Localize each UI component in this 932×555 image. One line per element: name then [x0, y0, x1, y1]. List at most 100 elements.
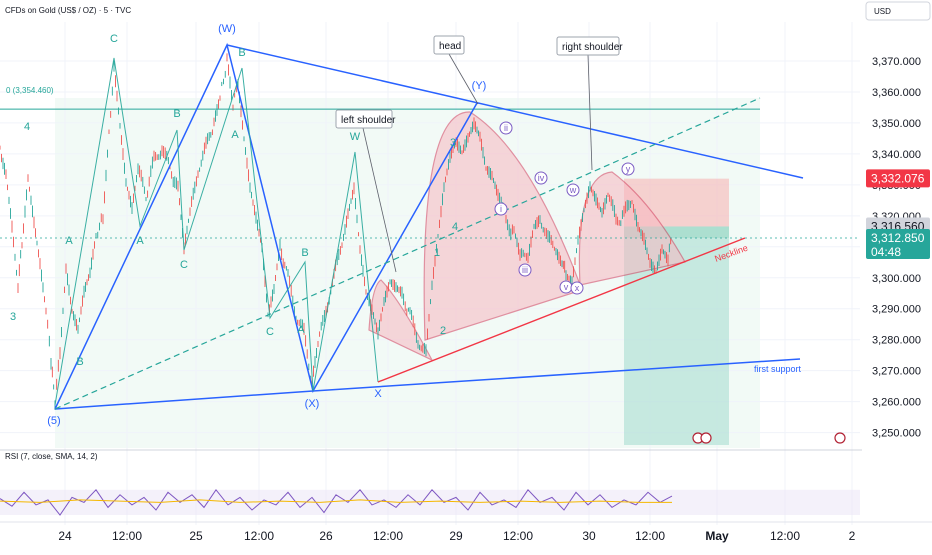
price-axis-bg	[862, 0, 932, 550]
wave-label-green: C	[180, 259, 188, 271]
wave-label-ring	[534, 171, 548, 185]
wave-label-green: A	[231, 129, 239, 141]
wave-label-green: A	[297, 324, 305, 336]
right-shoulder-pointer	[587, 54, 593, 171]
dashed-trend-line	[54, 97, 761, 410]
wave-label-green: C	[110, 33, 118, 45]
rsi-sma-line	[0, 499, 672, 503]
price-badge	[866, 169, 930, 188]
wave-label-purple: ii	[504, 123, 508, 133]
price-tick-label: 3,350.000	[872, 118, 921, 130]
wave-label-green: B	[173, 108, 180, 120]
first-support-label: first support	[754, 364, 802, 374]
take-profit-zone	[624, 237, 729, 445]
head-shape	[423, 111, 583, 341]
time-tick-label: 12:00	[770, 529, 800, 543]
left-shoulder-callout: left shoulder	[341, 115, 396, 126]
time-tick-label: 24	[58, 529, 72, 543]
head-callout-box	[433, 35, 465, 55]
rsi-panel: 100.0055.5065.1756.00	[0, 445, 932, 517]
wave-label-green: 4	[24, 121, 30, 133]
price-tick-label: 3,280.000	[872, 335, 921, 347]
head-pointer	[448, 53, 479, 105]
symbol-title: CFDs on Gold (US$ / OZ) · 5 · TVC	[5, 6, 131, 15]
rsi-title: RSI (7, close, SMA, 14, 2)	[5, 452, 98, 461]
head-callout: head	[439, 41, 461, 52]
wave-label-green: B	[238, 47, 245, 59]
price-tick-label: 3,290.000	[872, 304, 921, 316]
time-tick-label: 30	[582, 529, 596, 543]
wave-label-green: 3	[450, 137, 456, 149]
wave-label-purple: iii	[522, 265, 528, 275]
wave-label-purple: i	[500, 204, 502, 214]
left-shoulder-callout-box	[335, 109, 393, 129]
wave-label-purple: iv	[538, 173, 545, 183]
wave-label-green: W	[350, 131, 361, 143]
time-tick-label: 25	[189, 529, 203, 543]
wave-label-green: B	[76, 356, 83, 368]
right-shoulder-callout: right shoulder	[562, 42, 623, 53]
time-tick-label: 12:00	[635, 529, 665, 543]
price-tick-label: 3,270.000	[872, 366, 921, 378]
price-tick-label: 3,360.000	[872, 87, 921, 99]
price-badge	[866, 228, 930, 259]
wave-label-green: 3	[10, 311, 16, 323]
structure-line	[226, 44, 804, 179]
structure-line	[54, 42, 478, 410]
wave-label-green: 1	[434, 247, 440, 259]
time-tick-label: 2	[849, 529, 856, 543]
wave-label-ring	[499, 121, 513, 135]
time-tick-label: 12:00	[373, 529, 403, 543]
wave-label-blue: (Y)	[472, 80, 487, 92]
wave-label-purple: w	[569, 185, 577, 195]
price-tick-label: 3,260.000	[872, 397, 921, 409]
wave-label-green: 2	[440, 325, 446, 337]
price-tick-label: 3,340.000	[872, 149, 921, 161]
price-tick-label: 3,250.000	[872, 428, 921, 440]
price-badge-label: 3,332.076	[871, 171, 925, 185]
first-support-line	[312, 358, 801, 392]
wave-label-green: C	[266, 326, 274, 338]
time-tick-label: 12:00	[503, 529, 533, 543]
wave-label-purple: y	[626, 164, 631, 174]
wave-label-purple: x	[575, 283, 580, 293]
structure-line	[54, 390, 314, 410]
price-axis[interactable]: 3,370.000 3,360.000 3,350.000 3,340.000 3,33…	[862, 0, 932, 550]
wave-label-green: B	[301, 247, 308, 259]
wave-label-blue: (X)	[305, 398, 320, 410]
time-tick-label: 12:00	[112, 529, 142, 543]
left-shoulder-pointer	[362, 127, 397, 273]
wave-label-ring	[621, 162, 635, 176]
wave-label-ring	[494, 202, 508, 216]
event-flag-icon	[834, 432, 846, 444]
currency-box[interactable]	[865, 1, 931, 21]
wave-label-ring	[570, 281, 584, 295]
wave-label-green: A	[65, 235, 73, 247]
time-tick-label: 12:00	[244, 529, 274, 543]
fib-level-label: 0 (3,354.460)	[6, 86, 54, 95]
rsi-line	[0, 488, 673, 516]
time-tick-label: 29	[449, 529, 463, 543]
price-countdown: 04:48	[871, 245, 901, 259]
wave-label-ring	[566, 183, 580, 197]
price-badge-label: 3,312.850	[871, 231, 925, 245]
time-axis[interactable]: 24 12:00 25 12:00 26 12:00 29 12:00 30 12:00 May 12…	[0, 521, 932, 543]
wave-label-blue: X	[374, 388, 382, 400]
currency-label: USD	[874, 7, 891, 16]
event-flag-icon	[700, 432, 712, 444]
wave-label-green: A	[136, 235, 144, 247]
wave-path	[54, 57, 379, 406]
neckline	[377, 237, 746, 383]
time-tick-label: May	[705, 529, 729, 543]
trendlines[interactable]	[0, 42, 860, 410]
entry-zone	[624, 226, 729, 238]
price-tick-label: 3,370.000	[872, 56, 921, 68]
right-shoulder-callout-box	[556, 36, 620, 56]
time-tick-label: 26	[319, 529, 333, 543]
wave-label-green: 4	[452, 221, 458, 233]
price-tick-label: 3,300.000	[872, 273, 921, 285]
zone-layer	[624, 178, 729, 445]
